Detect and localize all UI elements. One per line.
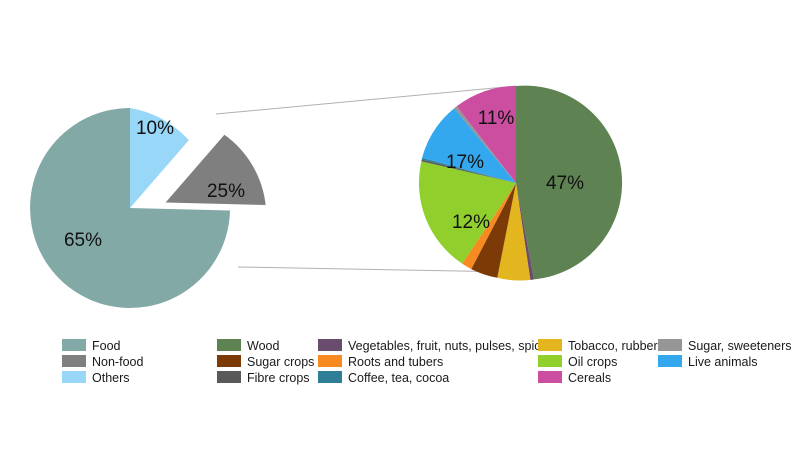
- legend-swatch-oil-crops: [538, 355, 562, 367]
- legend-label-food: Food: [92, 339, 121, 353]
- legend-column-2: Wood Sugar crops Fibre crops: [217, 339, 314, 385]
- legend-swatch-non-food: [62, 355, 86, 367]
- legend-swatch-others: [62, 371, 86, 383]
- legend-item-non-food[interactable]: Non-food: [62, 355, 143, 369]
- legend-item-wood[interactable]: Wood: [217, 339, 279, 353]
- legend-label-tobacco-rubber: Tobacco, rubber: [568, 339, 658, 353]
- pie2-label-oil-crops: 12%: [452, 212, 490, 233]
- legend-column-1: Food Non-food Others: [62, 339, 143, 385]
- pie2-slice-sugar-sweeteners[interactable]: [454, 106, 516, 183]
- legend-label-non-food: Non-food: [92, 355, 143, 369]
- legend-item-sugar-sweeteners[interactable]: Sugar, sweeteners: [658, 339, 792, 353]
- legend-column-3: Vegetables, fruit, nuts, pulses, spices …: [318, 339, 554, 385]
- legend-column-4: Tobacco, rubber Oil crops Cereals: [538, 339, 658, 385]
- pie2-slice-wood[interactable]: [516, 85, 623, 280]
- legend-swatch-food: [62, 339, 86, 351]
- legend-label-live-animals: Live animals: [688, 355, 757, 369]
- legend-item-live-animals[interactable]: Live animals: [658, 355, 757, 369]
- legend-item-roots-tubers[interactable]: Roots and tubers: [318, 355, 443, 369]
- pie2-slice-cereals[interactable]: [456, 86, 516, 183]
- connector-line-bottom: [237, 266, 517, 273]
- legend-item-oil-crops[interactable]: Oil crops: [538, 355, 617, 369]
- legend-item-fibre-crops[interactable]: Fibre crops: [217, 371, 310, 385]
- legend-swatch-sugar-crops: [217, 355, 241, 367]
- connector-line-top: [215, 85, 517, 115]
- secondary-pie: 47% 12% 17% 11%: [418, 85, 623, 281]
- pie2-slice-roots-tubers[interactable]: [462, 183, 516, 270]
- legend-label-vegetables: Vegetables, fruit, nuts, pulses, spices: [348, 339, 554, 353]
- legend-swatch-coffee-tea-cocoa: [318, 371, 342, 383]
- pie2-slice-fibre-crops[interactable]: [421, 159, 516, 183]
- legend-swatch-roots-tubers: [318, 355, 342, 367]
- legend: Food Non-food Others Wood Sugar crops: [62, 339, 792, 385]
- legend-label-coffee-tea-cocoa: Coffee, tea, cocoa: [348, 371, 449, 385]
- legend-label-sugar-crops: Sugar crops: [247, 355, 314, 369]
- legend-label-sugar-sweeteners: Sugar, sweeteners: [688, 339, 792, 353]
- connector-band: [215, 85, 517, 273]
- pie-slice-nonfood[interactable]: [165, 134, 266, 205]
- pie-slice-others[interactable]: [130, 108, 189, 208]
- legend-item-others[interactable]: Others: [62, 371, 130, 385]
- legend-swatch-vegetables: [318, 339, 342, 351]
- legend-label-oil-crops: Oil crops: [568, 355, 617, 369]
- pie2-slice-live-animals[interactable]: [422, 108, 516, 183]
- primary-pie: 65% 10% 25%: [30, 108, 266, 308]
- pie-label-others: 10%: [136, 118, 174, 139]
- legend-item-cereals[interactable]: Cereals: [538, 371, 611, 385]
- legend-swatch-wood: [217, 339, 241, 351]
- legend-swatch-fibre-crops: [217, 371, 241, 383]
- legend-item-vegetables[interactable]: Vegetables, fruit, nuts, pulses, spices: [318, 339, 554, 353]
- legend-label-wood: Wood: [247, 339, 279, 353]
- legend-item-tobacco-rubber[interactable]: Tobacco, rubber: [538, 339, 658, 353]
- pie2-slice-oil-crops[interactable]: [418, 161, 516, 264]
- legend-swatch-sugar-sweeteners: [658, 339, 682, 351]
- pie-label-nonfood: 25%: [207, 181, 245, 202]
- legend-label-cereals: Cereals: [568, 371, 611, 385]
- legend-swatch-tobacco-rubber: [538, 339, 562, 351]
- pie2-label-cereals: 11%: [478, 108, 515, 129]
- legend-swatch-live-animals: [658, 355, 682, 367]
- legend-label-others: Others: [92, 371, 130, 385]
- pie-label-food: 65%: [64, 230, 102, 251]
- pie2-label-live-animals: 17%: [446, 152, 484, 173]
- pie2-slice-vegetables[interactable]: [516, 183, 534, 280]
- pie-slice-food[interactable]: [30, 108, 231, 308]
- legend-label-roots-tubers: Roots and tubers: [348, 355, 443, 369]
- legend-item-food[interactable]: Food: [62, 339, 121, 353]
- pie2-label-wood: 47%: [546, 173, 584, 194]
- legend-label-fibre-crops: Fibre crops: [247, 371, 310, 385]
- pie2-slice-coffee-tea-cocoa[interactable]: [421, 157, 516, 183]
- pie2-slice-sugar-crops[interactable]: [471, 183, 516, 278]
- legend-swatch-cereals: [538, 371, 562, 383]
- legend-column-5: Sugar, sweeteners Live animals: [658, 339, 792, 369]
- legend-item-sugar-crops[interactable]: Sugar crops: [217, 355, 314, 369]
- legend-item-coffee-tea-cocoa[interactable]: Coffee, tea, cocoa: [318, 371, 449, 385]
- pie2-slice-tobacco[interactable]: [497, 183, 531, 281]
